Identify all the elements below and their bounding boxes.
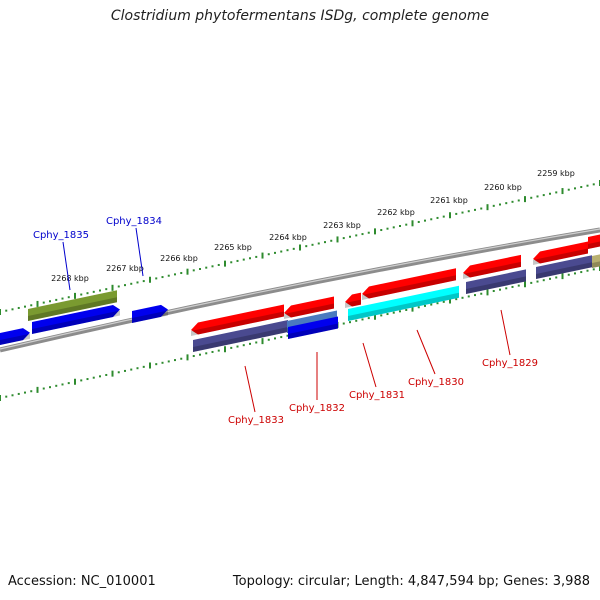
gene-arrow-shade bbox=[132, 310, 168, 323]
gene-arrow[interactable] bbox=[588, 234, 600, 249]
backbone-highlight bbox=[0, 228, 600, 350]
gene-arrow-body bbox=[32, 304, 120, 334]
ruler-tick-label: 2263 kbp bbox=[323, 221, 361, 230]
gene-arrow[interactable] bbox=[28, 290, 117, 321]
gene-label: Cphy_1829 bbox=[482, 358, 538, 369]
ruler-tick-label: 2259 kbp bbox=[537, 169, 575, 178]
gene-label-leader bbox=[500, 309, 511, 356]
gene-arrow-body bbox=[348, 285, 459, 321]
gene-arrow[interactable] bbox=[536, 255, 592, 279]
gene-label-leader bbox=[244, 365, 256, 413]
gene-arrow-shade bbox=[592, 261, 600, 268]
gene-arrow[interactable] bbox=[348, 285, 459, 321]
gene-label: Cphy_1830 bbox=[408, 377, 464, 388]
gene-arrow[interactable] bbox=[32, 304, 120, 334]
gene-arrow-shade bbox=[463, 261, 521, 279]
gene-arrow-shade bbox=[466, 276, 526, 294]
gene-arrow-shade bbox=[533, 248, 588, 265]
gene-arrow[interactable] bbox=[0, 328, 30, 345]
gene-arrow-shade bbox=[0, 333, 30, 345]
genome-summary-text: Topology: circular; Length: 4,847,594 bp… bbox=[232, 574, 590, 589]
gene-arrow[interactable] bbox=[288, 316, 338, 340]
gene-arrow[interactable] bbox=[193, 320, 288, 352]
ruler-tick-label: 2267 kbp bbox=[106, 264, 144, 273]
gene-arrow-body bbox=[193, 320, 288, 352]
gene-arrow-shade bbox=[32, 310, 120, 334]
gene-arrow-shade bbox=[28, 297, 117, 321]
gene-arrow[interactable] bbox=[345, 292, 361, 308]
ruler-tick-label: 2260 kbp bbox=[484, 183, 522, 192]
gene-arrow[interactable] bbox=[132, 304, 168, 323]
gene-arrow-body bbox=[132, 304, 168, 323]
gene-arrow[interactable] bbox=[466, 269, 526, 294]
gene-arrow-body bbox=[536, 255, 592, 279]
gene-label-leader bbox=[62, 241, 71, 291]
gene-arrow-shade bbox=[588, 241, 600, 249]
gene-arrow-shade bbox=[345, 299, 361, 308]
gene-arrow[interactable] bbox=[191, 304, 284, 336]
gene-arrow-shade bbox=[284, 303, 334, 319]
map-title: Clostridium phytofermentans ISDg, comple… bbox=[110, 8, 490, 24]
genome-backbone bbox=[0, 227, 600, 353]
gene-arrow[interactable] bbox=[533, 241, 588, 265]
ruler-tick-label: 2268 kbp bbox=[51, 274, 89, 283]
gene-arrow[interactable] bbox=[284, 296, 334, 320]
gene-arrow-body bbox=[28, 290, 117, 321]
gene-arrow-shade bbox=[536, 262, 592, 279]
gene-arrow-body bbox=[463, 254, 521, 278]
gene-label-leader bbox=[135, 227, 144, 277]
gene-label-leader bbox=[416, 329, 436, 375]
ruler-outer bbox=[0, 180, 600, 315]
gene-arrow-body bbox=[345, 292, 361, 307]
gene-arrow-body bbox=[362, 268, 456, 299]
ruler-tick-label: 2262 kbp bbox=[377, 208, 415, 217]
gene-arrow[interactable] bbox=[463, 254, 521, 279]
gene-arrow-body bbox=[288, 316, 338, 339]
ruler-tick-label: 2265 kbp bbox=[214, 243, 252, 252]
gene-features[interactable] bbox=[0, 234, 600, 352]
ruler-tick-labels: 2268 kbp 2267 kbp 2266 kbp 2265 kbp 2264 kbp… bbox=[51, 169, 575, 283]
gene-label: Cphy_1831 bbox=[349, 390, 405, 401]
gene-arrow-shade bbox=[362, 275, 456, 300]
accession-text: Accession: NC_010001 bbox=[8, 574, 156, 589]
gene-arrow-shade bbox=[191, 311, 284, 336]
ruler-tick-label: 2261 kbp bbox=[430, 196, 468, 205]
ruler-tick-label: 2264 kbp bbox=[269, 233, 307, 242]
gene-arrow-body bbox=[533, 241, 588, 264]
gene-label: Cphy_1834 bbox=[106, 216, 162, 227]
gene-arrow[interactable] bbox=[592, 254, 600, 268]
gene-labels: Cphy_1835 Cphy_1834 Cphy_1833 Cphy_1832 Cphy… bbox=[33, 216, 538, 426]
gene-arrow-shade bbox=[348, 292, 459, 321]
gene-arrow-body bbox=[191, 304, 284, 335]
gene-arrow-body bbox=[592, 254, 600, 268]
backbone-line bbox=[0, 227, 600, 353]
gene-label: Cphy_1832 bbox=[289, 403, 345, 414]
gene-label-leader bbox=[362, 342, 377, 388]
gene-label: Cphy_1833 bbox=[228, 415, 284, 426]
gene-arrow-shade bbox=[193, 327, 288, 352]
gene-arrow[interactable] bbox=[362, 268, 456, 300]
ruler-tick-label: 2266 kbp bbox=[160, 254, 198, 263]
gene-arrow-shade bbox=[288, 323, 338, 339]
gene-arrow-body bbox=[588, 234, 600, 249]
gene-label: Cphy_1835 bbox=[33, 230, 89, 241]
gene-arrow-body bbox=[284, 296, 334, 318]
gene-arrow-body bbox=[0, 328, 30, 345]
gene-arrow-body bbox=[466, 269, 526, 294]
